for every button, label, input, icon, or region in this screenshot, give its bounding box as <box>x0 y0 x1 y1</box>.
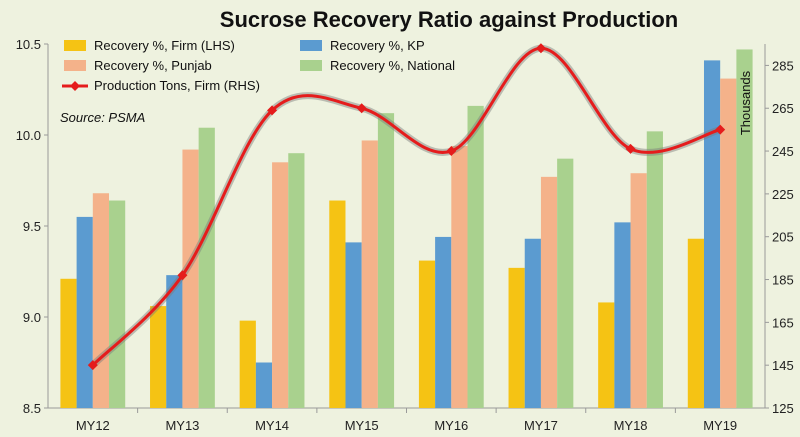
left-tick-label: 9.0 <box>23 310 41 325</box>
bar-recovery-punjab-my18 <box>630 173 647 408</box>
chart-title: Sucrose Recovery Ratio against Productio… <box>220 7 678 32</box>
legend-swatch <box>64 40 86 51</box>
bar-recovery-kp-my18 <box>614 222 631 408</box>
source-note: Source: PSMA <box>60 110 145 125</box>
x-tick-label: MY15 <box>345 418 379 433</box>
right-tick-label: 145 <box>772 358 794 373</box>
legend-label: Production Tons, Firm (RHS) <box>94 78 260 93</box>
x-tick-label: MY14 <box>255 418 289 433</box>
left-tick-label: 8.5 <box>23 401 41 416</box>
bar-recovery-firm-lhs-my18 <box>598 302 615 408</box>
production-line <box>91 46 721 367</box>
bar-recovery-national-my16 <box>467 105 484 408</box>
production-point-my18 <box>625 143 636 154</box>
legend-diamond <box>70 81 80 91</box>
right-tick-label: 285 <box>772 58 794 73</box>
right-tick-label: 225 <box>772 187 794 202</box>
bar-recovery-punjab-my19 <box>720 78 737 408</box>
x-tick-label: MY12 <box>76 418 110 433</box>
right-tick-label: 245 <box>772 144 794 159</box>
bar-recovery-firm-lhs-my13 <box>150 306 167 408</box>
production-point-my16 <box>446 146 457 157</box>
legend: Recovery %, Firm (LHS) Recovery %, KP Reco… <box>62 38 455 93</box>
production-point-my13 <box>177 270 188 281</box>
legend-label: Recovery %, National <box>330 58 455 73</box>
bar-recovery-national-my15 <box>377 113 395 408</box>
bar-recovery-kp-my19 <box>703 60 721 408</box>
bar-recovery-punjab-my14 <box>272 162 289 408</box>
right-tick-label: 185 <box>772 273 794 288</box>
bar-recovery-firm-lhs-my19 <box>687 238 704 408</box>
bar-recovery-firm-lhs-my12 <box>60 278 77 408</box>
left-tick-label: 9.5 <box>23 219 41 234</box>
bar-recovery-national-my19 <box>736 49 753 409</box>
production-point-my14 <box>267 105 278 116</box>
bar-recovery-national-my13 <box>198 127 215 408</box>
production-point-my17 <box>535 43 546 54</box>
left-axis-ticks: 8.5 9.0 9.5 10.0 10.5 <box>16 37 48 416</box>
bar-recovery-kp-my17 <box>524 238 541 408</box>
bar-recovery-punjab-my15 <box>361 140 378 408</box>
production-point-my12 <box>87 360 98 371</box>
bar-recovery-firm-lhs-my16 <box>418 260 436 408</box>
x-tick-label: MY19 <box>703 418 737 433</box>
right-axis-ticks: 125 145 165 185 205 225 245 265 285 <box>765 58 794 416</box>
legend-label: Recovery %, Punjab <box>94 58 212 73</box>
bar-recovery-kp-my16 <box>435 236 452 408</box>
legend-swatch <box>300 40 322 51</box>
bar-recovery-national-my17 <box>557 158 574 408</box>
x-tick-label: MY17 <box>524 418 558 433</box>
bar-recovery-punjab-my13 <box>182 149 199 408</box>
right-tick-label: 165 <box>772 315 794 330</box>
production-point-my15 <box>356 103 367 114</box>
bar-recovery-punjab-my12 <box>92 193 110 408</box>
x-tick-label: MY18 <box>614 418 648 433</box>
bar-recovery-punjab-my16 <box>451 145 468 409</box>
x-axis-ticks: MY12 MY13 MY14 MY15 MY16 MY17 MY18 MY19 <box>76 408 737 433</box>
x-tick-label: MY13 <box>165 418 199 433</box>
legend-swatch <box>300 60 322 71</box>
bar-series-group <box>60 49 753 409</box>
right-axis-title: Thousands <box>738 70 753 135</box>
right-tick-label: 125 <box>772 401 794 416</box>
bar-recovery-firm-lhs-my14 <box>239 320 256 408</box>
production-line-group <box>87 43 726 371</box>
right-tick-label: 205 <box>772 230 794 245</box>
bar-recovery-kp-my15 <box>345 242 362 408</box>
bar-recovery-national-my18 <box>646 131 663 409</box>
production-point-my19 <box>715 124 726 135</box>
bar-recovery-national-my12 <box>109 200 126 408</box>
left-tick-label: 10.0 <box>16 128 41 143</box>
legend-swatch <box>64 60 86 71</box>
legend-label: Recovery %, KP <box>330 38 425 53</box>
right-tick-label: 265 <box>772 101 794 116</box>
bar-recovery-firm-lhs-my15 <box>329 200 346 408</box>
bar-recovery-kp-my12 <box>76 216 93 408</box>
left-tick-label: 10.5 <box>16 37 41 52</box>
bar-recovery-firm-lhs-my17 <box>508 267 525 408</box>
legend-label: Recovery %, Firm (LHS) <box>94 38 235 53</box>
bar-recovery-national-my14 <box>288 153 305 408</box>
x-tick-label: MY16 <box>434 418 468 433</box>
bar-recovery-punjab-my17 <box>540 176 558 408</box>
bar-recovery-kp-my13 <box>166 275 183 408</box>
bar-recovery-kp-my14 <box>255 362 273 408</box>
